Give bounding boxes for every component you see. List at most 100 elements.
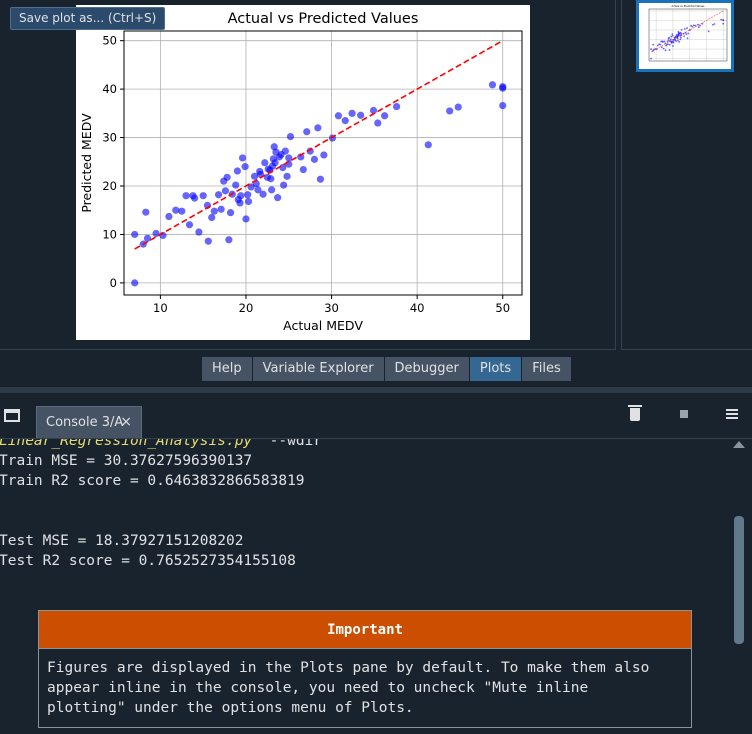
command-filename: Linear_Regression_Analysis.py: [0, 438, 253, 449]
console-tab-label: Console 3/A: [46, 415, 124, 430]
hamburger-menu-icon[interactable]: [726, 409, 738, 419]
important-line: appear inline in the console, you need t…: [47, 680, 589, 696]
plot-figure[interactable]: 10 20 30 40 50 0 10 20 30 40 50 Actual vs Predicted…: [76, 5, 530, 340]
data-point: [369, 106, 378, 115]
data-point: [499, 84, 507, 92]
data-point: [694, 24, 697, 27]
data-point: [650, 48, 652, 50]
data-point: [199, 192, 207, 200]
reference-line: [650, 10, 724, 53]
data-point: [663, 40, 666, 43]
important-title: Important: [39, 611, 691, 649]
data-point: [720, 18, 723, 21]
data-point: [667, 39, 670, 42]
command-args: --wdir: [252, 438, 323, 449]
plot-thumbnail[interactable]: Actual vs Predicted Values: [636, 0, 734, 72]
data-point: [254, 186, 262, 194]
data-point: [268, 186, 276, 194]
data-point: [244, 191, 252, 199]
data-point: [656, 44, 659, 47]
data-point: [341, 117, 349, 125]
data-point: [683, 35, 686, 38]
data-point: [672, 45, 674, 47]
data-point: [680, 36, 682, 39]
data-point: [274, 194, 282, 202]
console-line: Test MSE = 18.37927151208202: [0, 533, 244, 549]
data-point: [650, 57, 652, 60]
plots-area: 10 20 30 40 50 0 10 20 30 40 50 Actual vs Predicted…: [0, 0, 616, 350]
data-point: [142, 208, 150, 216]
tab-help[interactable]: Help: [202, 357, 253, 381]
tab-files[interactable]: Files: [522, 357, 572, 381]
data-point: [675, 40, 678, 43]
data-point: [225, 236, 233, 244]
data-point: [195, 228, 203, 236]
data-point: [210, 207, 218, 215]
data-point: [664, 49, 667, 52]
data-point: [238, 154, 247, 162]
important-line: plotting" under the options menu of Plot…: [47, 700, 414, 716]
data-point: [707, 30, 710, 33]
data-point: [683, 27, 686, 30]
data-point: [667, 43, 669, 46]
data-point: [668, 36, 671, 39]
data-point: [271, 159, 279, 167]
data-point: [299, 165, 307, 174]
data-point: [259, 190, 267, 198]
thumbnail-chart: Actual vs Predicted Values: [648, 4, 728, 62]
console-scrollbar-thumb[interactable]: [734, 516, 744, 644]
data-point: [680, 33, 683, 35]
data-point: [499, 101, 507, 110]
console-line: [0, 491, 322, 511]
data-point: [185, 221, 194, 229]
tab-variable-explorer[interactable]: Variable Explorer: [252, 357, 385, 381]
data-point: [348, 109, 356, 117]
tab-console[interactable]: Console 3/A ×: [36, 406, 142, 439]
data-point: [280, 181, 288, 189]
x-tick-label: 10: [153, 301, 168, 315]
important-line: Figures are displayed in the Plots pane …: [47, 660, 650, 676]
data-point: [713, 23, 716, 25]
plot-thumbnails-pane: Actual vs Predicted Values: [621, 0, 752, 350]
data-point: [221, 187, 230, 195]
y-tick-label: 0: [110, 276, 117, 290]
data-point: [131, 230, 139, 239]
data-point: [697, 26, 700, 29]
data-point: [446, 107, 454, 115]
thumbnail-title: Actual vs Predicted Values: [672, 4, 706, 8]
important-body: Figures are displayed in the Plots pane …: [39, 649, 691, 718]
browse-tabs-icon[interactable]: [4, 409, 20, 422]
console-line: [0, 511, 322, 531]
trash-icon[interactable]: [628, 405, 642, 421]
tab-plots[interactable]: Plots: [469, 357, 523, 381]
data-point: [660, 46, 663, 49]
data-point: [661, 41, 664, 43]
stop-icon[interactable]: [680, 410, 688, 418]
data-point: [659, 43, 662, 46]
data-point: [670, 41, 673, 44]
data-point: [233, 167, 242, 175]
y-tick-label: 20: [102, 179, 117, 193]
console-line: Train MSE = 30.37627596390137: [0, 453, 253, 469]
data-point: [722, 19, 725, 22]
x-tick-label: 50: [495, 301, 510, 315]
data-point: [662, 47, 665, 50]
data-point: [165, 212, 173, 221]
reference-line: [134, 39, 504, 250]
data-point: [357, 111, 365, 119]
data-point: [666, 40, 669, 43]
data-point: [701, 22, 704, 25]
data-point: [685, 33, 688, 36]
console-text: Linear_Regression_Analysis.py --wdir Trai…: [0, 438, 323, 571]
data-point: [374, 119, 382, 127]
data-point: [677, 39, 679, 42]
plot-frame: [123, 30, 523, 296]
data-point: [671, 33, 674, 35]
tab-debugger[interactable]: Debugger: [384, 357, 470, 381]
data-point: [686, 37, 689, 40]
scatter-chart: 10 20 30 40 50 0 10 20 30 40 50 Actual vs Predicted…: [79, 11, 523, 333]
data-point: [314, 124, 322, 132]
pane-splitter[interactable]: [0, 387, 752, 393]
close-icon[interactable]: ×: [120, 414, 132, 430]
scroll-up-arrow-icon[interactable]: [733, 441, 745, 448]
